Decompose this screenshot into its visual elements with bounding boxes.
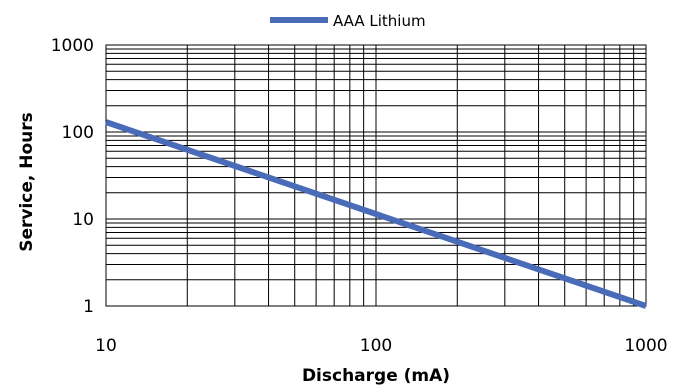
legend-label: AAA Lithium — [333, 12, 426, 30]
x-tick-label: 10 — [95, 336, 117, 356]
x-tick-label: 1000 — [624, 336, 667, 356]
x-axis-title: Discharge (mA) — [302, 366, 450, 386]
y-tick-label: 10 — [72, 210, 94, 230]
y-tick-label: 100 — [62, 123, 94, 143]
series-layer — [105, 119, 647, 309]
plot-border — [105, 44, 647, 307]
y-tick-label: 1000 — [51, 36, 94, 56]
y-tick-labels: 1 10 100 1000 — [51, 36, 94, 317]
y-axis-title: Service, Hours — [17, 112, 37, 252]
x-tick-labels: 10 100 1000 — [95, 336, 667, 356]
legend: AAA Lithium — [270, 12, 426, 30]
y-tick-label: 1 — [83, 297, 94, 317]
series-line-0 — [105, 119, 647, 309]
x-tick-label: 100 — [360, 336, 392, 356]
grid — [105, 44, 647, 307]
